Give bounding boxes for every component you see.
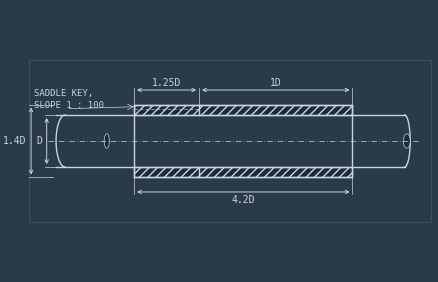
Text: 1.4D: 1.4D [2,136,26,146]
Ellipse shape [104,134,109,148]
Text: 1.25D: 1.25D [152,78,181,88]
Text: 4.2D: 4.2D [231,195,254,205]
Ellipse shape [403,134,409,148]
Polygon shape [56,115,134,167]
Polygon shape [134,167,352,177]
Text: D: D [37,136,42,146]
Text: 1D: 1D [269,78,281,88]
Text: SADDLE KEY,
SLOPE 1 : 100: SADDLE KEY, SLOPE 1 : 100 [34,89,104,110]
Polygon shape [134,105,352,115]
